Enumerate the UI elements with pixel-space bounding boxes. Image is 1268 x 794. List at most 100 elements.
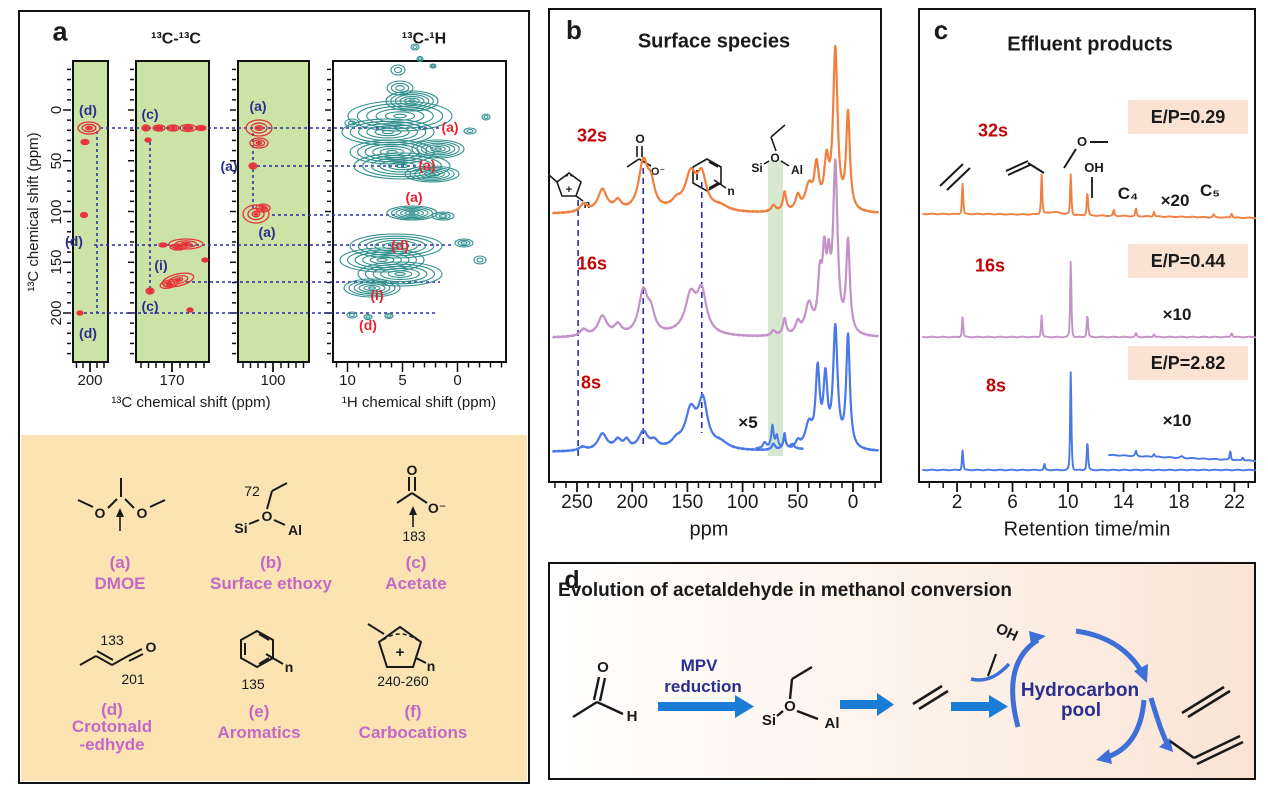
svg-text:183: 183 — [402, 528, 426, 544]
contour-ring — [353, 152, 451, 180]
contour-ring — [481, 113, 491, 121]
contour-ring — [429, 63, 437, 69]
dmoe-structure: O O — [77, 478, 166, 531]
contour-ring — [431, 211, 455, 221]
contour-ring — [394, 272, 406, 276]
svg-text:Al: Al — [288, 522, 302, 538]
contour-ring — [365, 263, 435, 285]
contour-ring — [344, 118, 360, 128]
spectrum-curve — [755, 423, 804, 450]
contour-ring — [354, 251, 410, 269]
contour-ring — [382, 242, 410, 250]
contour-ring — [390, 206, 434, 220]
contour-ring — [368, 286, 376, 290]
ep-ratio-badge-32s: E/P=0.29 — [1128, 100, 1248, 134]
contour-ring — [254, 124, 264, 132]
svg-text:n: n — [427, 658, 436, 674]
svg-text:Si: Si — [762, 712, 776, 729]
contour-ring — [393, 66, 403, 74]
panel-a-legend-bg — [21, 435, 527, 781]
svg-text:133: 133 — [100, 632, 124, 648]
step-arrow-2 — [840, 693, 894, 716]
svg-text:O: O — [262, 508, 273, 524]
svg-text:OH: OH — [993, 620, 1021, 645]
contour-ring — [81, 139, 89, 145]
contour-ring — [376, 258, 388, 262]
contour-ring — [349, 233, 443, 259]
contour-ring — [76, 310, 84, 316]
contour-ring — [144, 137, 152, 143]
surface-ethoxy-structure-d: Si O Al — [762, 665, 840, 732]
contour-core — [176, 246, 180, 248]
svg-text:Si: Si — [751, 161, 762, 175]
svg-text:+: + — [396, 644, 405, 661]
contour-ring — [364, 143, 420, 161]
contour-ring — [389, 244, 403, 248]
contour-ring — [408, 211, 416, 215]
contour-ring — [430, 64, 436, 68]
carbocation-structure: + n 240-260 — [367, 623, 436, 689]
spectrum-curve — [921, 260, 1257, 339]
aromatics-structure: n 135 — [240, 629, 293, 692]
acetaldehyde-structure: O H — [572, 659, 637, 725]
contour-ring — [380, 267, 420, 281]
contour-core — [157, 127, 161, 129]
contour-ring — [419, 169, 445, 179]
contour-core — [253, 212, 259, 216]
spectrum-curve — [1107, 449, 1257, 463]
contour-ring — [242, 204, 270, 224]
ethylene-icon — [939, 163, 971, 191]
contour-ring — [375, 108, 425, 124]
contour-ring — [343, 278, 401, 298]
svg-text:O⁻: O⁻ — [428, 500, 446, 516]
contour-ring — [386, 314, 392, 318]
contour-ring — [435, 212, 451, 220]
contour-core — [261, 207, 265, 209]
contour-ring — [430, 145, 446, 153]
contour-ring — [168, 125, 178, 131]
contour-ring — [483, 114, 489, 120]
step-arrow-3 — [951, 695, 1008, 718]
hydrocarbon-pool-cycle — [1010, 628, 1173, 764]
contour-ring — [476, 257, 484, 263]
contour-ring — [395, 163, 409, 169]
contour-core — [84, 141, 86, 143]
butadiene-icon — [1169, 734, 1244, 766]
contour-ring — [393, 113, 407, 119]
contour-ring — [395, 207, 429, 219]
contour-ring — [460, 241, 468, 245]
contour-ring — [417, 57, 423, 61]
contour-ring — [169, 243, 187, 251]
contour-core — [83, 214, 85, 216]
contour-ring — [384, 312, 394, 320]
contour-ring — [387, 270, 413, 278]
contour-ring — [346, 311, 358, 319]
contour-ring — [363, 313, 373, 321]
contour-ring — [255, 203, 271, 213]
contour-ring — [409, 166, 455, 182]
svg-text:135: 135 — [241, 676, 265, 692]
contour-core — [149, 290, 151, 292]
contour-ring — [81, 212, 87, 218]
aromatics-icon: n — [692, 158, 735, 198]
contour-ring — [172, 244, 184, 250]
contour-core — [256, 126, 262, 130]
contour-ring — [79, 211, 89, 219]
contour-ring — [411, 139, 465, 159]
contour-ring — [161, 272, 195, 288]
ep-ratio-badge-16s: E/P=0.44 — [1128, 244, 1248, 278]
contour-ring — [473, 255, 487, 265]
svg-text:201: 201 — [121, 671, 145, 687]
contour-core — [171, 127, 175, 129]
contour-core — [162, 244, 164, 246]
contour-ring — [348, 280, 396, 296]
svg-text:O: O — [95, 505, 106, 521]
contour-ring — [145, 287, 155, 295]
contour-ring — [395, 85, 405, 91]
crotonaldehyde-structure: O 133 201 — [79, 632, 157, 687]
svg-text:O: O — [784, 698, 796, 715]
contour-ring — [399, 209, 425, 217]
contour-ring — [341, 118, 435, 146]
svg-text:O: O — [146, 639, 157, 655]
